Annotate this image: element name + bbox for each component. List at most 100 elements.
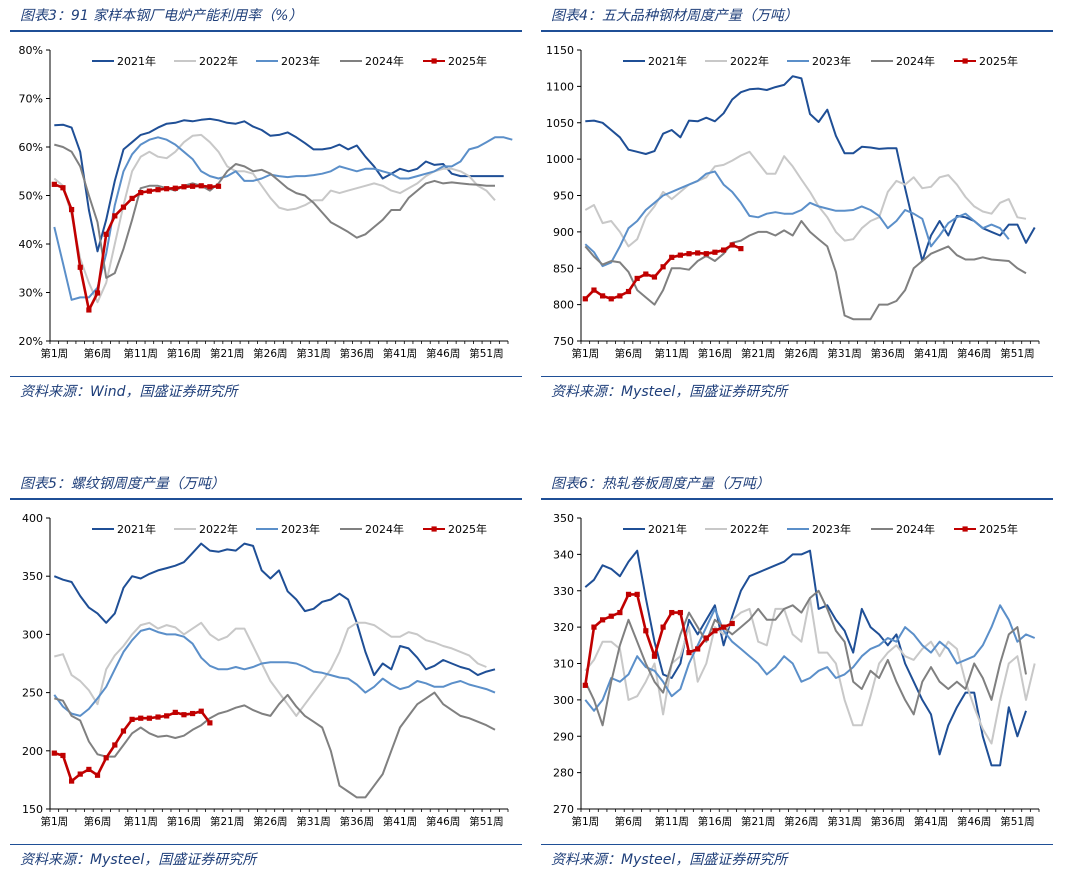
x-tick-label: 第46周 <box>426 815 460 828</box>
y-tick-label: 350 <box>22 570 43 583</box>
y-tick-label: 1150 <box>546 44 574 57</box>
data-point-2025 <box>129 195 135 202</box>
chart-title: 图表5：螺纹钢周度产量（万吨） <box>20 476 225 492</box>
y-tick-label: 30% <box>19 287 43 300</box>
title-rule <box>541 498 1053 500</box>
data-point-2025 <box>720 624 727 630</box>
legend-label: 2022年 <box>199 54 238 68</box>
data-point-2025 <box>77 264 83 270</box>
x-tick-label: 第41周 <box>914 815 948 828</box>
data-point-2025 <box>164 713 170 719</box>
x-tick-label: 第41周 <box>383 815 417 828</box>
y-tick-label: 280 <box>553 767 574 780</box>
x-tick-label: 第41周 <box>383 347 417 360</box>
legend-label: 2022年 <box>730 522 769 536</box>
x-tick-label: 第51周 <box>1000 347 1034 360</box>
series-line-2021 <box>584 549 1027 767</box>
y-tick-label: 400 <box>22 512 43 525</box>
x-tick-label: 第6周 <box>615 347 643 360</box>
data-point-2025 <box>686 649 692 656</box>
data-point-2025 <box>591 624 597 630</box>
title-rule <box>10 30 522 32</box>
chart-title: 图表3：91 家样本钢厂电炉产能利用率（%） <box>20 8 303 24</box>
legend-label: 2024年 <box>365 522 404 536</box>
data-point-2025 <box>677 252 683 258</box>
series-line-2022 <box>54 621 487 717</box>
y-tick-label: 310 <box>553 658 574 671</box>
y-tick-label: 330 <box>553 585 574 598</box>
legend-label: 2025年 <box>979 522 1018 536</box>
legend-label: 2021年 <box>117 54 156 68</box>
data-point-2025 <box>60 185 66 191</box>
x-tick-label: 第26周 <box>253 815 287 828</box>
data-point-2025 <box>625 591 632 597</box>
data-point-2025 <box>189 710 196 717</box>
x-tick-label: 第31周 <box>296 815 330 828</box>
series-line-2025 <box>584 593 733 686</box>
data-point-2025 <box>651 274 658 280</box>
chart-panel-2: 图表4：五大品种钢材周度产量（万吨） 750 800 850 900 950 1000 10… <box>541 0 1053 410</box>
y-tick-label: 1000 <box>546 153 574 166</box>
data-point-2025 <box>600 293 606 299</box>
legend-label: 2021年 <box>117 522 156 536</box>
data-point-2025 <box>86 766 92 773</box>
x-tick-label: 第36周 <box>340 347 374 360</box>
data-point-2025 <box>51 750 57 756</box>
data-point-2025 <box>582 296 588 302</box>
series-line-2024 <box>584 220 1027 321</box>
series-line-2024 <box>54 143 495 279</box>
legend-marker <box>962 58 968 64</box>
data-point-2025 <box>86 307 92 313</box>
source-rule <box>541 376 1053 377</box>
data-point-2025 <box>155 714 161 720</box>
chart-source: 资料来源：Mysteel，国盛证券研究所 <box>20 852 257 868</box>
legend-label: 2021年 <box>648 54 687 68</box>
x-tick-label: 第11周 <box>655 815 689 828</box>
data-point-2025 <box>103 231 109 237</box>
data-point-2025 <box>155 187 161 193</box>
x-tick-label: 第1周 <box>40 347 68 360</box>
source-rule <box>10 376 522 377</box>
data-point-2025 <box>112 213 118 219</box>
series-line-2023 <box>584 170 1010 268</box>
legend-marker <box>431 526 437 532</box>
x-tick-label: 第36周 <box>871 347 905 360</box>
y-tick-label: 850 <box>553 262 574 275</box>
data-point-2025 <box>729 620 735 627</box>
x-tick-label: 第6周 <box>84 347 112 360</box>
x-tick-label: 第46周 <box>957 347 991 360</box>
series-line-2021 <box>54 117 504 253</box>
legend-marker <box>962 526 968 532</box>
series-line-2023 <box>584 604 1036 712</box>
chart-source: 资料来源：Mysteel，国盛证券研究所 <box>551 852 788 868</box>
series-line-2023 <box>53 627 496 717</box>
y-tick-label: 340 <box>553 548 574 561</box>
series-line-2021 <box>53 542 496 677</box>
data-point-2025 <box>634 275 640 282</box>
legend-label: 2025年 <box>448 54 487 68</box>
y-tick-label: 150 <box>22 803 43 816</box>
data-point-2025 <box>712 249 718 255</box>
data-point-2025 <box>69 778 75 784</box>
chart-panel-4: 图表6：热轧卷板周度产量（万吨） 270 280 290 300 310 320 330 34… <box>541 468 1053 874</box>
data-point-2025 <box>120 204 127 210</box>
chart-panel-1: 图表3：91 家样本钢厂电炉产能利用率（%） 20% 30% 40% 50% 60% 70… <box>10 0 522 410</box>
legend-label: 2022年 <box>730 54 769 68</box>
x-tick-label: 第31周 <box>296 347 330 360</box>
line-chart-five-steel-products: 750 800 850 900 950 1000 1050 1100 1150 第1周 第6周 第11… <box>546 44 1040 360</box>
data-point-2025 <box>69 206 75 213</box>
x-tick-label: 第6周 <box>84 815 112 828</box>
data-point-2025 <box>643 271 649 277</box>
x-tick-label: 第21周 <box>210 347 244 360</box>
x-tick-label: 第26周 <box>253 347 287 360</box>
data-point-2025 <box>720 247 727 253</box>
data-point-2025 <box>181 184 187 190</box>
data-point-2025 <box>60 752 66 759</box>
series-line-2022 <box>584 150 1027 248</box>
chart-source: 资料来源：Mysteel，国盛证券研究所 <box>551 384 788 400</box>
y-tick-label: 350 <box>553 512 574 525</box>
data-point-2025 <box>703 251 709 257</box>
legend-label: 2025年 <box>448 522 487 536</box>
series-line-2021 <box>585 75 1036 262</box>
data-point-2025 <box>600 617 606 623</box>
